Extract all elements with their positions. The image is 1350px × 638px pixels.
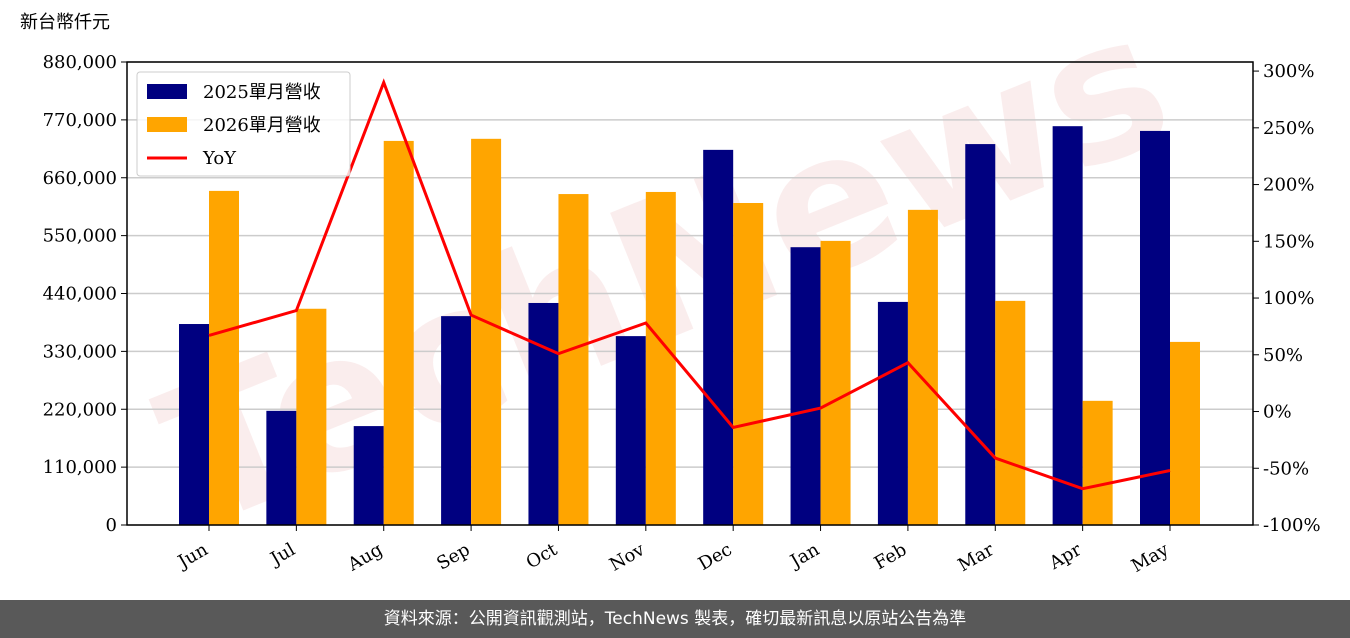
y2-tick-label: 100% (1263, 288, 1314, 309)
legend-swatch (147, 84, 187, 99)
bar (703, 149, 734, 525)
y-axis-label: 新台幣仟元 (20, 12, 110, 33)
x-tick-label: Aug (344, 539, 387, 576)
bar (615, 336, 646, 525)
bar (1082, 400, 1113, 525)
legend-label: 2026單月營收 (203, 115, 321, 136)
y-tick-label: 550,000 (43, 226, 117, 247)
bar (441, 316, 472, 525)
x-tick-label: Oct (523, 539, 562, 574)
bar (209, 190, 239, 525)
y2-tick-label: 200% (1263, 175, 1314, 196)
y-tick-label: 220,000 (43, 399, 117, 420)
bar (965, 144, 996, 525)
bar (1052, 126, 1083, 526)
x-tick-label: Nov (606, 539, 649, 576)
line (208, 78, 1171, 491)
y-tick-label: 880,000 (43, 52, 117, 73)
y2-tick-label: 150% (1263, 231, 1314, 252)
y-tick-label: 770,000 (43, 110, 117, 131)
x-tick-label: Apr (1045, 539, 1085, 574)
legend-box (136, 71, 351, 177)
y2-tick-label: -100% (1263, 515, 1321, 536)
y-tick-label: 110,000 (43, 457, 117, 478)
chart: 新台幣仟元 TechNews 0110,000220,000330,000440… (20, 0, 1321, 577)
bar (528, 302, 559, 525)
bar (995, 300, 1026, 525)
y-tick-label: 660,000 (43, 168, 117, 189)
y2-tick-label: 250% (1263, 118, 1314, 139)
legend-label: YoY (202, 148, 237, 169)
y2-tick-label: 0% (1263, 402, 1292, 423)
bar (877, 301, 908, 525)
x-tick-label: Sep (433, 539, 473, 574)
x-tick-label: Dec (695, 539, 736, 575)
x-tick-label: May (1128, 539, 1173, 577)
legend-label: 2025單月營收 (203, 82, 321, 103)
y-tick-label: 0 (106, 515, 117, 536)
bar (820, 240, 851, 526)
x-tick-label: Jan (785, 539, 823, 573)
bar (296, 308, 327, 525)
bar (790, 247, 821, 525)
bar (266, 410, 297, 525)
bar (471, 138, 502, 525)
bar (179, 324, 209, 525)
footer: 資料來源：公開資訊觀測站，TechNews 製表，確切最新訊息以原站公告為準 (0, 600, 1350, 638)
y2-tick-label: -50% (1263, 458, 1309, 479)
y-tick-label: 330,000 (43, 341, 117, 362)
y-tick-label: 440,000 (43, 284, 117, 305)
bar (383, 140, 414, 525)
x-tick-label: Mar (955, 539, 999, 576)
bar (1170, 341, 1200, 525)
legend-swatch (147, 117, 187, 132)
plot-frame (126, 61, 1254, 526)
bar (733, 203, 764, 525)
bar (1140, 130, 1170, 525)
bar (353, 426, 384, 525)
y2-tick-label: 300% (1263, 61, 1314, 82)
bar (558, 194, 589, 525)
bar (645, 191, 676, 525)
y2-tick-label: 50% (1263, 345, 1303, 366)
x-tick-label: Feb (871, 539, 911, 574)
